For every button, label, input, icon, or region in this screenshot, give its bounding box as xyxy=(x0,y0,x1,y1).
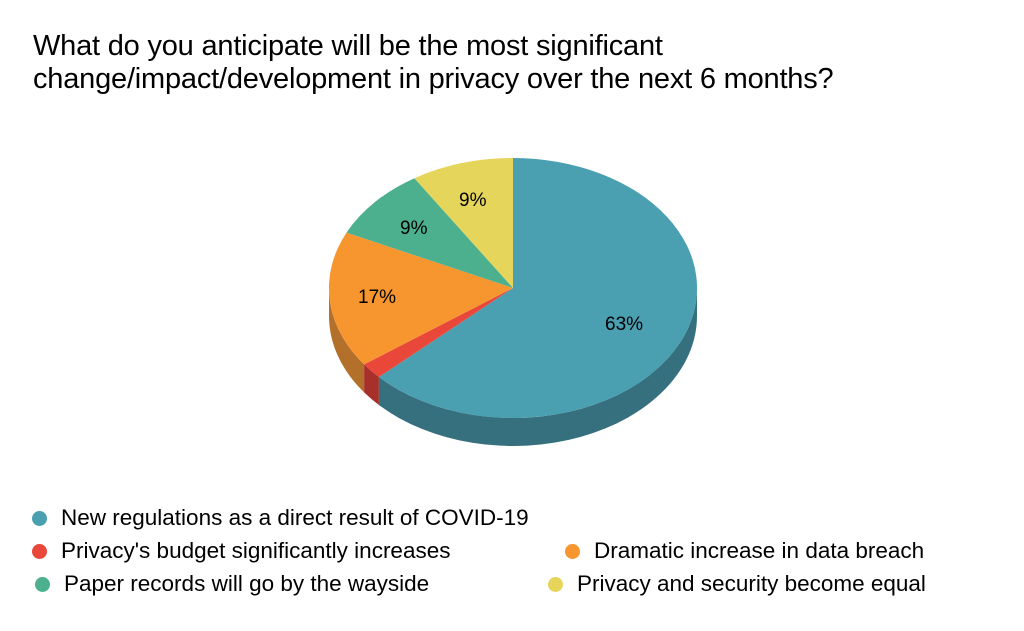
legend-marker-icon xyxy=(32,510,47,526)
slice-privacy-security-equal[interactable] xyxy=(414,157,513,288)
data-label-new-regulations: 63% xyxy=(605,314,643,335)
data-label-dramatic-increase: 17% xyxy=(358,287,396,308)
pie-top xyxy=(328,157,698,418)
slice-privacy-budget[interactable] xyxy=(364,288,513,377)
legend-marker-icon xyxy=(32,543,47,559)
legend-item-dramatic-increase[interactable]: Dramatic increase in data breach xyxy=(565,538,924,564)
data-label-privacy-security-equal: 9% xyxy=(459,190,487,211)
chart-title: What do you anticipate will be the most … xyxy=(33,30,1013,96)
slice-new-regulations[interactable] xyxy=(378,158,698,418)
legend-marker-icon xyxy=(548,576,563,592)
slice-side-dramatic-increase xyxy=(328,288,365,393)
legend-label: Dramatic increase in data breach xyxy=(594,538,925,563)
legend-label: Paper records will go by the wayside xyxy=(64,571,430,596)
legend-item-new-regulations[interactable]: New regulations as a direct result of CO… xyxy=(32,505,529,531)
legend-marker-icon xyxy=(565,543,580,559)
legend-item-paper-records[interactable]: Paper records will go by the wayside xyxy=(35,571,429,597)
slice-side-privacy-budget xyxy=(364,364,379,405)
legend-marker-icon xyxy=(35,576,50,592)
legend-label: New regulations as a direct result of CO… xyxy=(61,505,529,530)
slice-side-new-regulations xyxy=(378,288,697,446)
chart-title-line-1: What do you anticipate will be the most … xyxy=(33,30,663,62)
slice-paper-records[interactable] xyxy=(346,178,514,288)
legend-item-privacy-budget[interactable]: Privacy's budget significantly increases xyxy=(32,538,450,564)
legend-label: Privacy and security become equal xyxy=(577,571,926,596)
legend-label: Privacy's budget significantly increases xyxy=(61,538,451,563)
data-label-paper-records: 9% xyxy=(400,218,428,239)
slice-dramatic-increase[interactable] xyxy=(328,232,513,365)
chart-title-line-2: change/impact/development in privacy ove… xyxy=(33,63,834,95)
pie-side-walls xyxy=(328,288,697,446)
legend-item-privacy-security-equal[interactable]: Privacy and security become equal xyxy=(548,571,926,597)
